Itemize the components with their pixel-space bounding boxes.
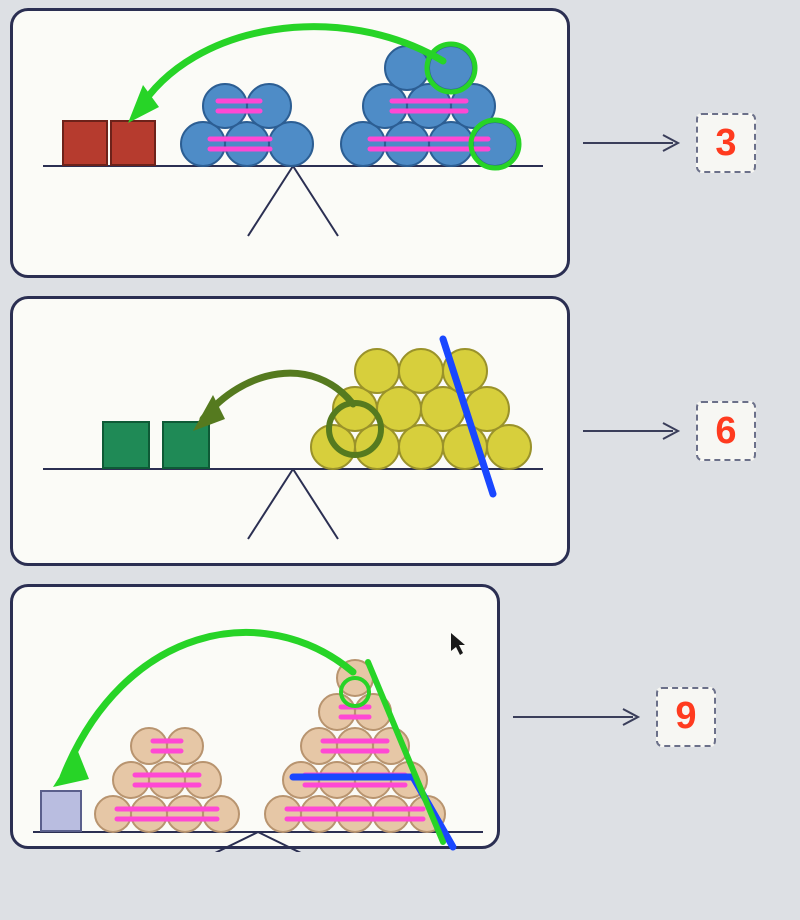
balance-panel-1 [10,8,570,278]
answer-box[interactable]: 9 [656,687,716,747]
arrow-right-icon [578,128,688,158]
problem-row: 3 [10,8,800,278]
worksheet-page: 3 6 9 [0,0,800,920]
answer-value: 3 [715,122,736,165]
answer-box[interactable]: 6 [696,401,756,461]
balance-panel-2 [10,296,570,566]
balance-panel-3 [10,584,500,849]
answer-value: 9 [675,695,696,738]
problem-row: 6 [10,296,800,566]
problem-row: 9 [10,584,800,849]
answer-box[interactable]: 3 [696,113,756,173]
answer-value: 6 [715,410,736,453]
arrow-right-icon [508,702,648,732]
arrow-right-icon [578,416,688,446]
